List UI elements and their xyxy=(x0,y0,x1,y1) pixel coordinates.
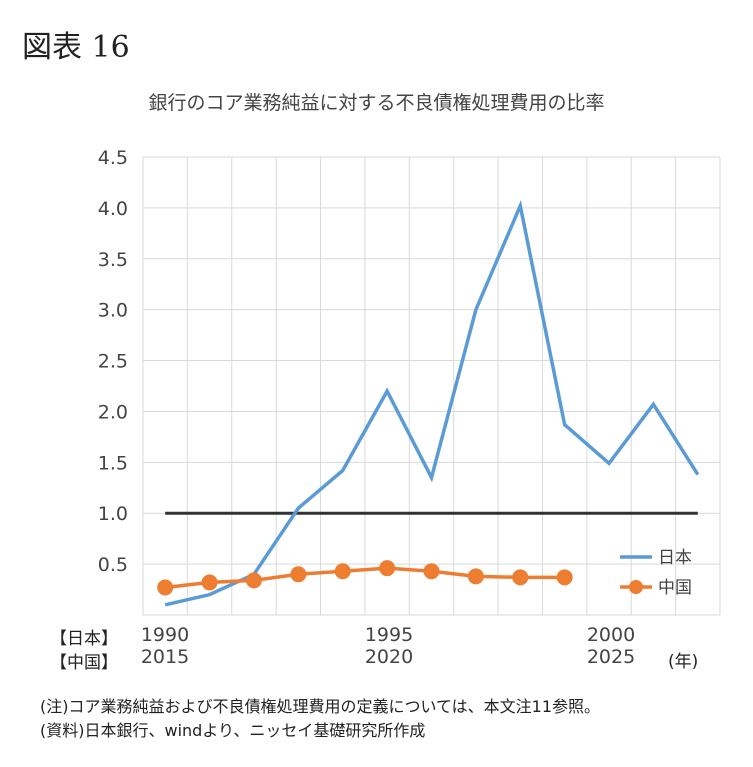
grid xyxy=(142,156,721,616)
x-row-label-china: 【中国】 xyxy=(50,653,118,673)
data-point-china xyxy=(157,579,174,596)
y-tick-label: 4.0 xyxy=(98,198,128,220)
y-tick-label: 4.5 xyxy=(98,147,128,169)
y-tick-label: 2.5 xyxy=(98,351,128,373)
data-point-china xyxy=(379,560,396,577)
data-point-china xyxy=(334,563,351,580)
footnote: (注)コア業務純益および不良債権処理費用の定義については、本文注11参照。 xyxy=(40,697,601,716)
x-tick-china-2025: 2025 xyxy=(586,646,636,668)
data-point-china xyxy=(201,574,218,591)
x-tick-japan-1995: 1995 xyxy=(364,624,414,646)
data-point-china xyxy=(290,566,307,583)
y-tick-label: 3.5 xyxy=(98,249,128,271)
chart-title: 銀行のコア業務純益に対する不良債権処理費用の比率 xyxy=(148,92,605,114)
source-note: (資料)日本銀行、windより、ニッセイ基礎研究所作成 xyxy=(40,721,426,740)
legend-label: 中国 xyxy=(658,578,692,598)
x-tick-china-2015: 2015 xyxy=(140,646,190,668)
x-tick-japan-1990: 1990 xyxy=(140,624,190,646)
figure-label: 図表 16 xyxy=(22,30,130,65)
y-tick-label: 1.5 xyxy=(98,452,128,474)
x-row-label-japan: 【日本】 xyxy=(50,629,118,649)
data-point-china xyxy=(512,569,529,586)
legend-marker xyxy=(629,580,643,594)
data-point-china xyxy=(423,563,440,580)
y-axis-ticks: 0.5 1.0 1.5 2.0 2.5 3.0 3.5 4.0 4.5 xyxy=(98,147,128,576)
y-tick-label: 2.0 xyxy=(98,401,128,423)
series-group xyxy=(157,200,700,607)
x-tick-china-2020: 2020 xyxy=(364,646,414,668)
legend-label: 日本 xyxy=(658,548,692,568)
data-point-china xyxy=(556,569,573,586)
series-line-japan xyxy=(164,200,700,607)
data-point-china xyxy=(245,572,262,589)
x-axis-unit: (年) xyxy=(668,652,699,672)
y-tick-label: 1.0 xyxy=(98,503,128,525)
y-tick-label: 3.0 xyxy=(98,300,128,322)
y-tick-label: 0.5 xyxy=(98,554,128,576)
data-point-china xyxy=(467,568,484,585)
series-line-china xyxy=(164,566,565,590)
x-tick-japan-2000: 2000 xyxy=(586,624,636,646)
